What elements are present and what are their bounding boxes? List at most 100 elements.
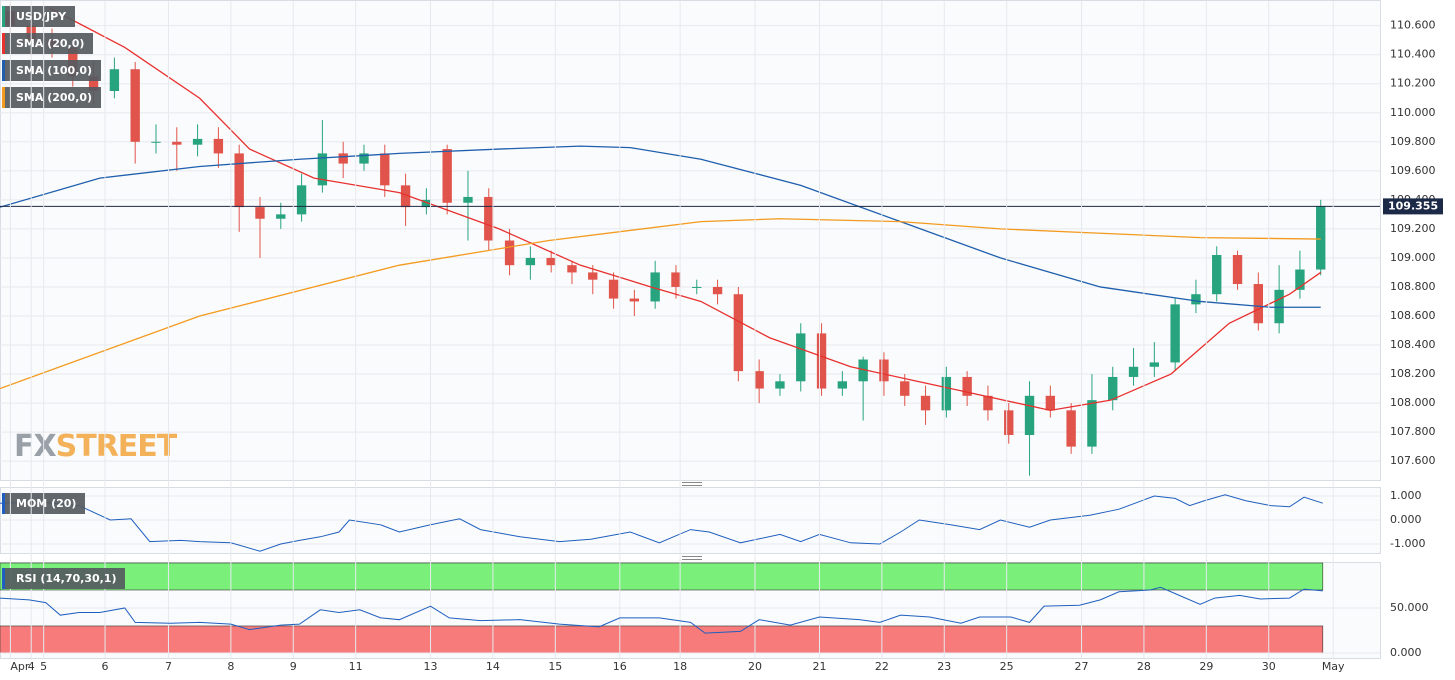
x-tick-label: 22: [875, 660, 889, 673]
candle-body: [1087, 400, 1097, 447]
candle-body: [1149, 362, 1160, 367]
last-price-label: 109.355: [1388, 199, 1438, 212]
candle-body: [1108, 376, 1118, 401]
candle-body: [692, 286, 702, 288]
candle-body: [546, 257, 556, 266]
candle-body: [296, 185, 307, 215]
watermark: FXSTREET: [14, 429, 178, 464]
sma-line: [0, 218, 1321, 390]
x-tick-label: 23: [937, 660, 951, 673]
x-tick-label: 5: [40, 660, 47, 673]
candle-body: [1295, 269, 1305, 290]
candle-body: [504, 240, 515, 266]
x-tick-label: May: [1322, 660, 1345, 673]
candle-body: [567, 265, 577, 273]
candle-body: [650, 272, 660, 302]
legend-box: [2, 568, 125, 589]
candle-body: [525, 257, 536, 266]
x-tick-label: 13: [424, 660, 438, 673]
candle-body: [1066, 410, 1076, 447]
y-tick-label: 108.800: [1390, 280, 1436, 293]
x-tick-label: 9: [290, 660, 297, 673]
y-tick-label: 107.800: [1390, 425, 1436, 438]
candle-body: [1212, 255, 1222, 295]
upper-band: [0, 562, 1324, 591]
legend-swatch: [2, 493, 5, 514]
candle-body: [1232, 255, 1243, 285]
x-tick-label: 21: [812, 660, 826, 673]
last-price-box: [1383, 198, 1443, 215]
x-tick-label: 18: [673, 660, 687, 673]
x-tick-label: 6: [102, 660, 109, 673]
y-tick-label: 109.000: [1390, 251, 1436, 264]
candle-body: [775, 381, 785, 389]
y-tick-label: 109.800: [1390, 135, 1436, 148]
candle-body: [172, 141, 182, 145]
y-tick-label: 110.000: [1390, 106, 1436, 119]
legend-label: SMA (200,0): [16, 91, 92, 104]
legend-label: SMA (20,0): [16, 37, 84, 50]
legend-box: [2, 60, 101, 81]
candle-body: [1253, 284, 1264, 324]
x-tick-label: 8: [227, 660, 234, 673]
legend-box: [2, 33, 93, 54]
x-tick-label: 14: [486, 660, 500, 673]
candle-body: [941, 376, 952, 411]
candle-body: [255, 207, 265, 219]
candle-body: [130, 69, 140, 142]
candle-body: [920, 395, 931, 411]
legend-swatch: [2, 6, 5, 27]
candle-body: [1191, 294, 1201, 305]
candle-body: [1004, 410, 1014, 436]
legend-swatch: [2, 60, 5, 81]
legend-swatch: [2, 33, 5, 54]
candle-body: [588, 272, 598, 280]
candle-body: [671, 272, 681, 287]
legend-box: [2, 87, 101, 108]
x-tick-label: 29: [1199, 660, 1213, 673]
y-tick-label: 109.600: [1390, 164, 1436, 177]
candle-body: [213, 138, 224, 154]
candle-body: [484, 196, 494, 241]
candle-body: [151, 141, 161, 143]
watermark-part: FX: [14, 429, 56, 464]
x-tick-label: 27: [1075, 660, 1089, 673]
candle-body: [1024, 395, 1035, 436]
candle-body: [338, 153, 348, 164]
legend-swatch: [2, 87, 5, 108]
x-tick-label: 20: [748, 660, 762, 673]
candle-body: [733, 294, 744, 372]
y-tick-label: 0.000: [1390, 513, 1422, 526]
candle-body: [712, 286, 723, 295]
y-tick-label: 108.600: [1390, 309, 1436, 322]
legend-swatch: [2, 568, 5, 589]
candle-body: [983, 395, 993, 411]
legend-box: [2, 6, 75, 27]
candle-body: [192, 138, 203, 145]
y-tick-label: 1.000: [1390, 489, 1422, 502]
candle-body: [837, 381, 848, 389]
y-tick-label: 108.200: [1390, 367, 1436, 380]
candle-body: [629, 298, 640, 302]
y-tick-label: 107.600: [1390, 454, 1436, 467]
candle-body: [608, 279, 619, 299]
indicator-line: [0, 586, 1323, 634]
indicator-line: [0, 494, 1323, 552]
candle-body: [816, 333, 827, 389]
candle-body: [88, 76, 99, 91]
x-tick-label: Apr: [10, 660, 30, 673]
candle-body: [421, 199, 432, 208]
x-tick-label: 11: [349, 660, 363, 673]
legend-label: USD/JPY: [16, 10, 67, 23]
y-tick-label: 109.200: [1390, 222, 1436, 235]
candle-body: [400, 185, 411, 208]
candle-body: [276, 214, 286, 219]
candle-body: [858, 359, 868, 382]
candle-body: [1170, 304, 1180, 363]
y-tick-label: 110.400: [1390, 48, 1436, 61]
legend-label: SMA (100,0): [16, 64, 92, 77]
candle-body: [463, 196, 473, 203]
y-tick-label: 108.000: [1390, 396, 1436, 409]
candle-body: [234, 153, 244, 208]
